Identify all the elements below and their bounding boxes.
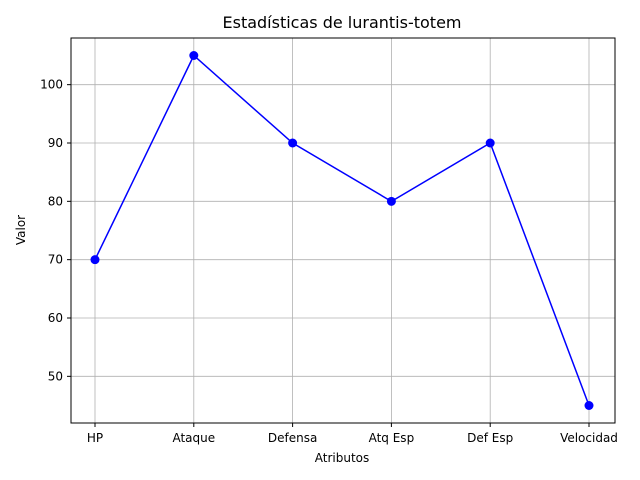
y-axis-ticks: 50 60 70 80 90 100	[40, 78, 71, 383]
y-tick-label: 90	[48, 136, 63, 150]
y-tick-label: 80	[48, 194, 63, 208]
y-tick-label: 60	[48, 311, 63, 325]
x-tick-label: Ataque	[172, 431, 215, 445]
x-tick-label: Defensa	[268, 431, 317, 445]
y-tick-label: 100	[40, 78, 63, 92]
y-tick-label: 70	[48, 253, 63, 267]
data-point	[584, 401, 594, 410]
data-point	[386, 196, 396, 206]
x-tick-label: HP	[87, 431, 103, 445]
x-axis-label: Atributos	[315, 451, 370, 465]
x-tick-label: Atq Esp	[369, 431, 415, 445]
grid	[71, 38, 615, 423]
x-axis-ticks: HP Ataque Defensa Atq Esp Def Esp Velocidad	[87, 423, 618, 445]
data-point	[485, 138, 495, 148]
x-tick-label: Velocidad	[560, 431, 618, 445]
x-tick-label: Def Esp	[467, 431, 513, 445]
series-line	[94, 54, 590, 406]
chart-title: Estadísticas de lurantis-totem	[223, 13, 462, 32]
series	[90, 51, 594, 410]
y-tick-label: 50	[48, 369, 63, 383]
data-point	[288, 138, 298, 148]
data-point	[90, 255, 100, 265]
plot-frame	[70, 37, 616, 424]
y-axis-label: Valor	[14, 215, 28, 245]
data-point	[189, 51, 199, 60]
